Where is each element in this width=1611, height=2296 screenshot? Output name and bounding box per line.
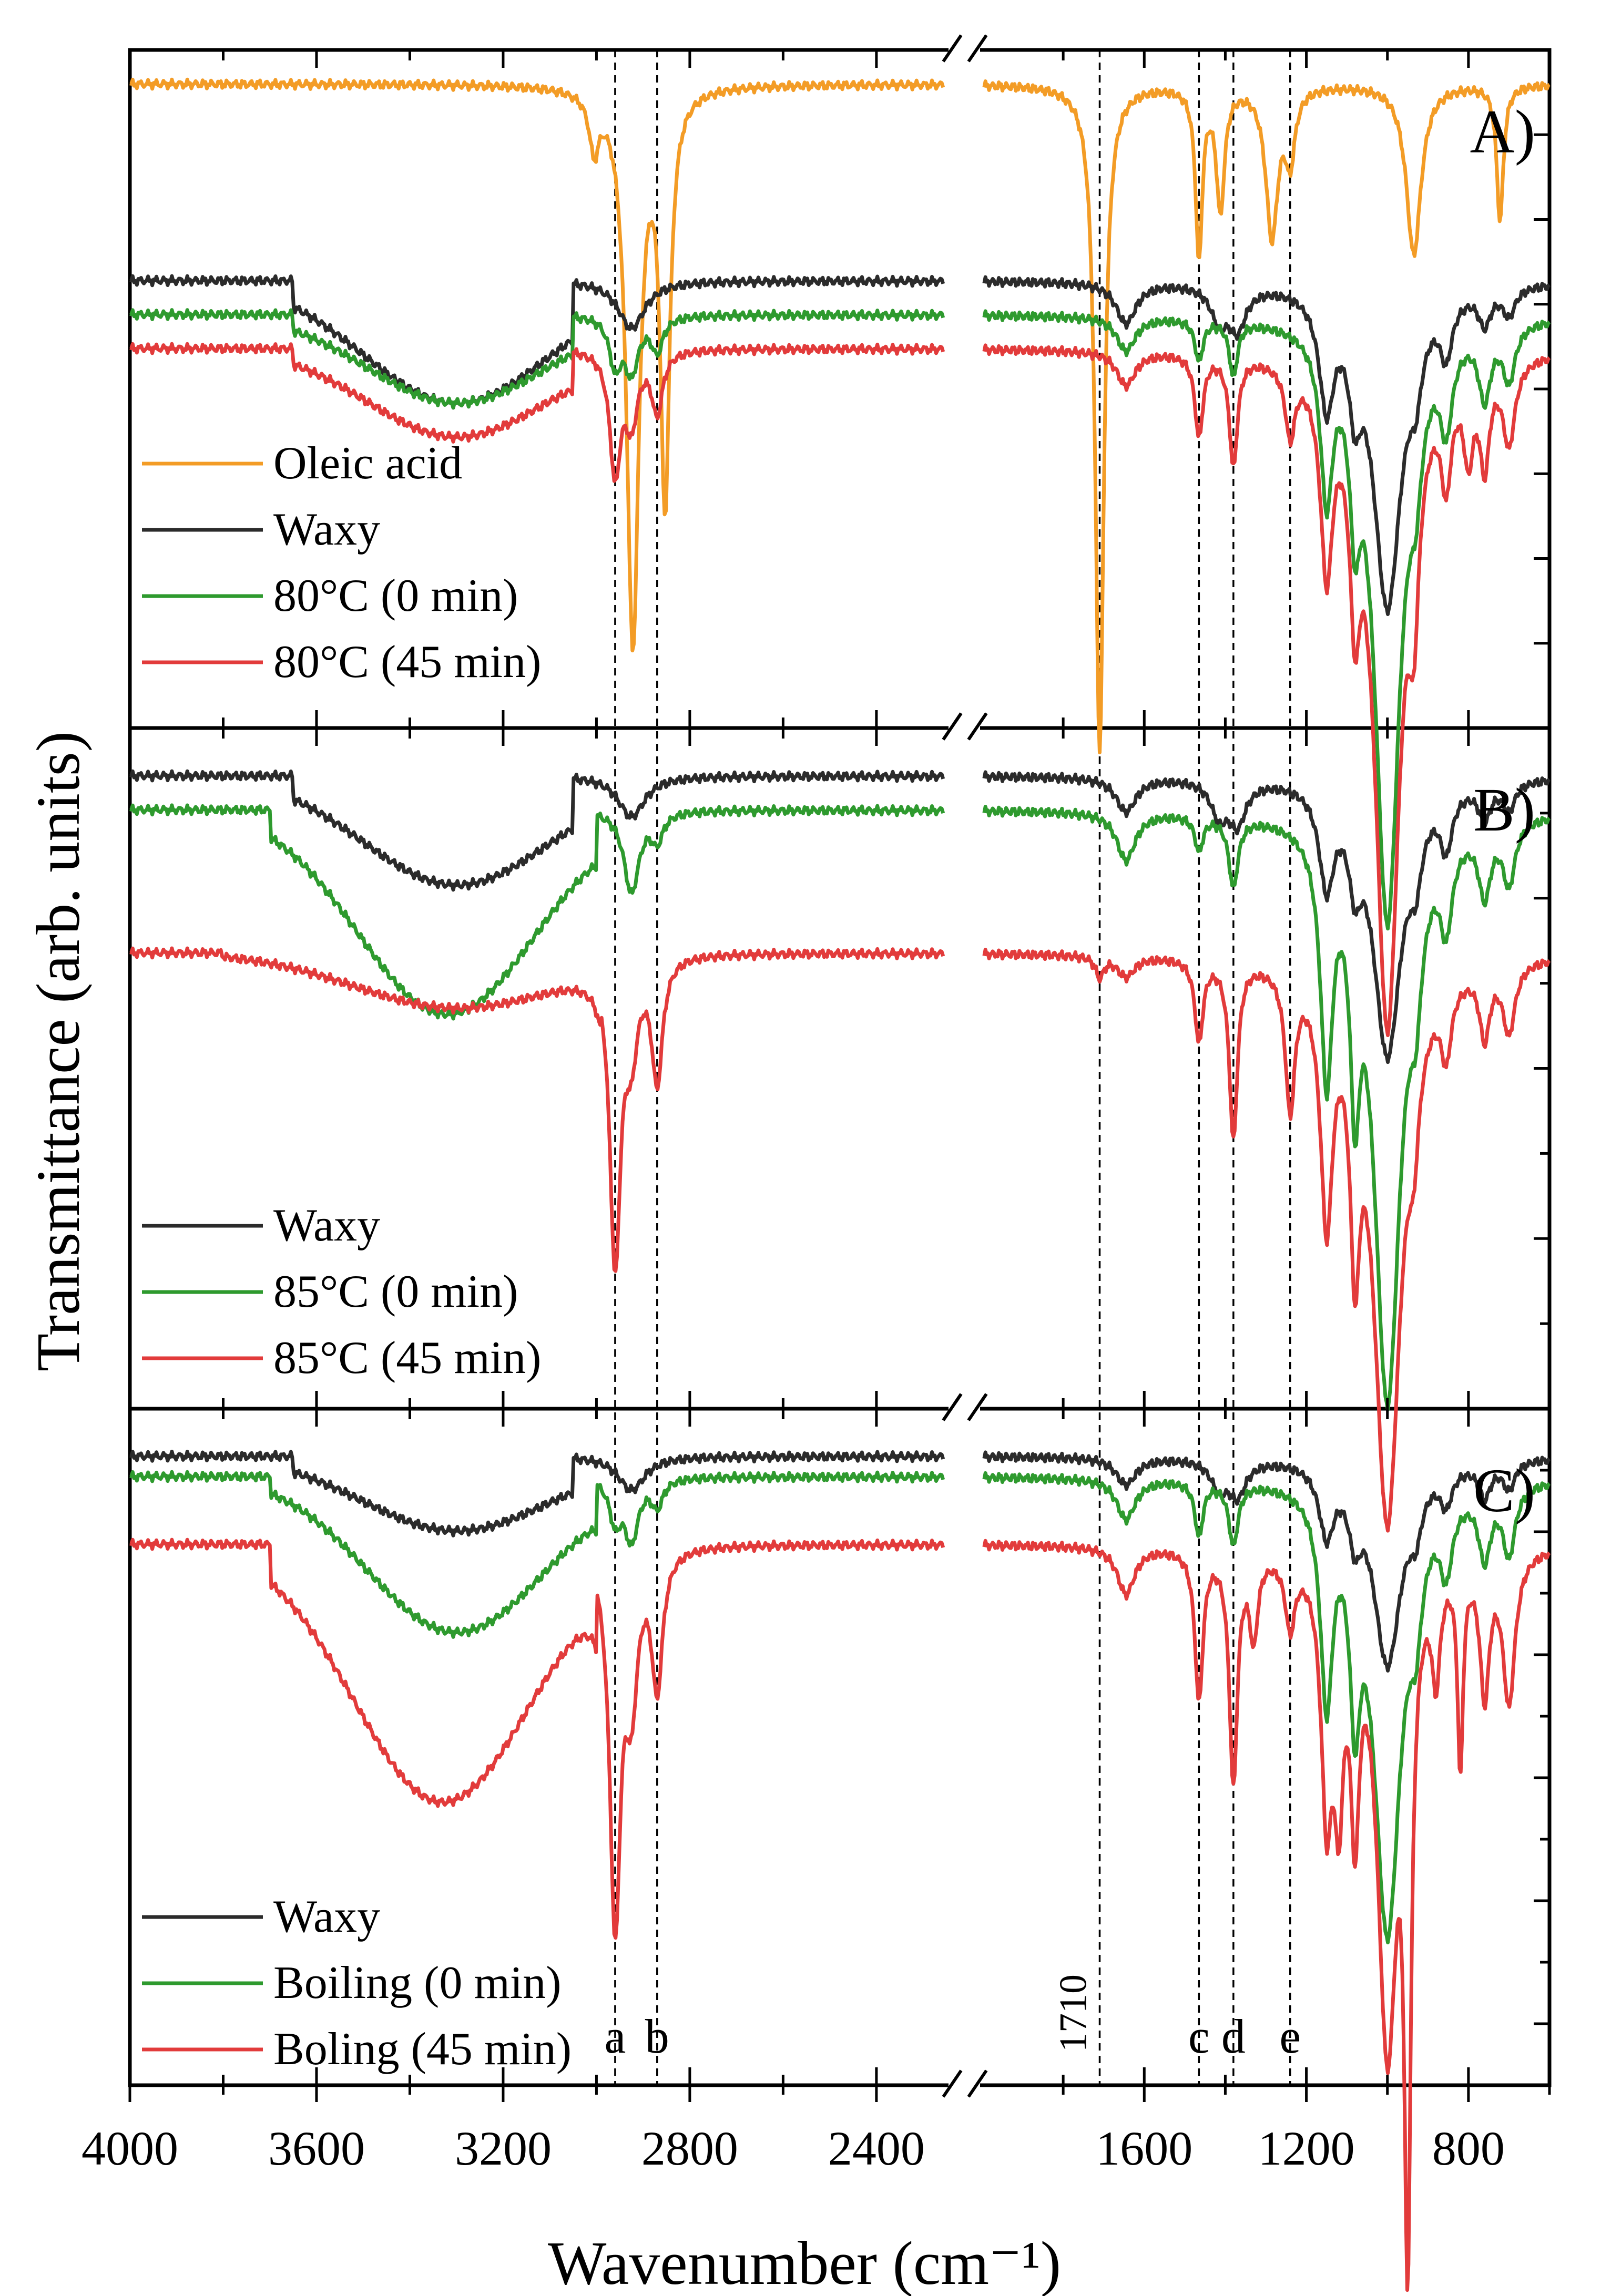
axis-break-mark: [942, 712, 963, 741]
axis-breaks: [942, 34, 988, 2098]
legend-label: 80°C (0 min): [273, 570, 518, 621]
spectrum-line: [129, 803, 1551, 1411]
y-axis-label: Transmittance (arb. units): [24, 731, 93, 1371]
x-tick-label: 4000: [81, 2121, 178, 2175]
spectrum-line: [129, 946, 1551, 1533]
x-tick-label: 3600: [268, 2121, 365, 2175]
x-tick-label: 1600: [1096, 2121, 1192, 2175]
x-tick-label: 3200: [455, 2121, 552, 2175]
axis-break-mark: [942, 2069, 963, 2098]
legend-label: 80°C (45 min): [273, 637, 541, 688]
marker-label: 1710: [1052, 1974, 1095, 2052]
marker-label: e: [1279, 2010, 1301, 2063]
marker-label: b: [645, 2010, 669, 2063]
axis-ticks: 4000 3600 3200 2800 2400 1600 1200 800 a b 1710 c d e: [81, 50, 1551, 2175]
legend-label: Oleic acid: [273, 438, 462, 489]
axis-break-mark: [967, 712, 988, 741]
x-tick-label: 2400: [828, 2121, 925, 2175]
spectrum-line: [129, 1470, 1551, 1944]
marker-lines: [614, 50, 1291, 2085]
panel-label: A): [1470, 97, 1535, 166]
marker-label: d: [1221, 2010, 1246, 2063]
axis-break-mark: [967, 2069, 988, 2098]
spectrum-line: [129, 308, 1551, 931]
marker-label: a: [605, 2010, 626, 2063]
spectrum-line: [129, 1450, 1551, 1673]
spectrum-line: [129, 274, 1551, 616]
legend-label: Boiling (0 min): [273, 1957, 562, 2008]
spectrum-line: [129, 342, 1551, 1037]
axis-break-mark: [967, 34, 988, 63]
x-tick-label: 2800: [641, 2121, 738, 2175]
legend-label: Waxy: [273, 504, 380, 555]
spectrum-line: [129, 769, 1551, 1064]
spectrum-line: [129, 1538, 1551, 2292]
x-tick-label: 800: [1432, 2121, 1505, 2175]
axis-break-mark: [942, 1393, 963, 1421]
legend-label: Waxy: [273, 1200, 380, 1251]
marker-label: c: [1188, 2010, 1210, 2063]
legend-label: Boling (45 min): [273, 2024, 572, 2075]
axis-break-mark: [942, 34, 963, 63]
legends: A) Oleic acid Waxy 80°C (0 min) 80°C (45 min…: [142, 97, 1535, 2075]
spectra-curves: [129, 77, 1551, 2292]
x-tick-label: 1200: [1258, 2121, 1355, 2175]
panel-label: B): [1473, 775, 1535, 844]
axis-break-mark: [967, 1393, 988, 1421]
legend-label: 85°C (45 min): [273, 1332, 541, 1383]
panel-frame: [128, 1407, 1552, 2087]
x-axis-label: Wavenumber (cm⁻¹): [548, 2229, 1061, 2296]
legend-label: 85°C (0 min): [273, 1266, 518, 1317]
panel-label: C): [1473, 1456, 1535, 1525]
spectrum-line: [129, 77, 1551, 754]
legend-label: Waxy: [273, 1891, 380, 1942]
